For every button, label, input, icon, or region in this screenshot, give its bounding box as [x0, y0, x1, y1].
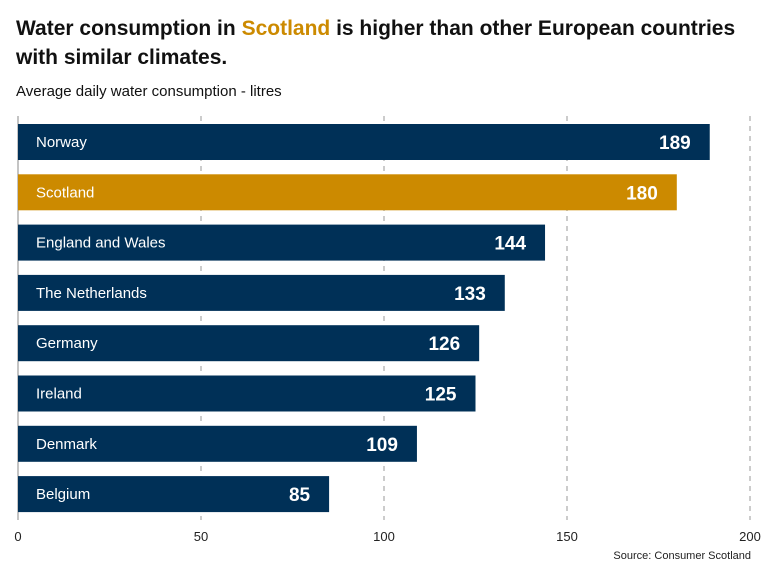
title-highlight: Scotland — [241, 17, 331, 40]
category-label: Ireland — [36, 386, 82, 403]
bar — [18, 274, 505, 311]
chart-subtitle: Average daily water consumption - litres — [16, 83, 282, 100]
data-label: 144 — [494, 234, 526, 255]
chart-title: Water consumption in Scotland is higher … — [16, 14, 756, 72]
category-label: Scotland — [36, 184, 94, 201]
x-tick-label: 150 — [556, 529, 578, 544]
bar — [18, 124, 710, 160]
title-part: Water consumption in — [16, 17, 242, 40]
x-tick-label: 100 — [373, 529, 395, 544]
bar — [18, 425, 417, 462]
data-label: 180 — [626, 183, 658, 204]
x-tick-label: 0 — [14, 529, 21, 544]
bar — [18, 325, 480, 362]
data-label: 126 — [428, 334, 460, 355]
category-label: Norway — [36, 134, 87, 151]
x-tick-label: 50 — [194, 529, 208, 544]
bar — [18, 174, 677, 211]
category-label: Belgium — [36, 486, 90, 503]
bar — [18, 224, 546, 261]
data-label: 85 — [289, 485, 311, 506]
data-label: 109 — [366, 435, 398, 456]
source-note: Source: Consumer Scotland — [613, 550, 751, 562]
category-label: Denmark — [36, 436, 97, 453]
title-part: is higher than other European countries … — [16, 17, 736, 69]
data-label: 133 — [454, 284, 486, 305]
category-label: England and Wales — [36, 235, 166, 252]
category-label: The Netherlands — [36, 285, 147, 302]
category-label: Germany — [36, 335, 98, 352]
bar — [18, 375, 476, 412]
bar — [18, 476, 330, 513]
data-label: 125 — [425, 385, 457, 406]
x-tick-label: 200 — [739, 529, 761, 544]
data-label: 189 — [659, 133, 691, 154]
